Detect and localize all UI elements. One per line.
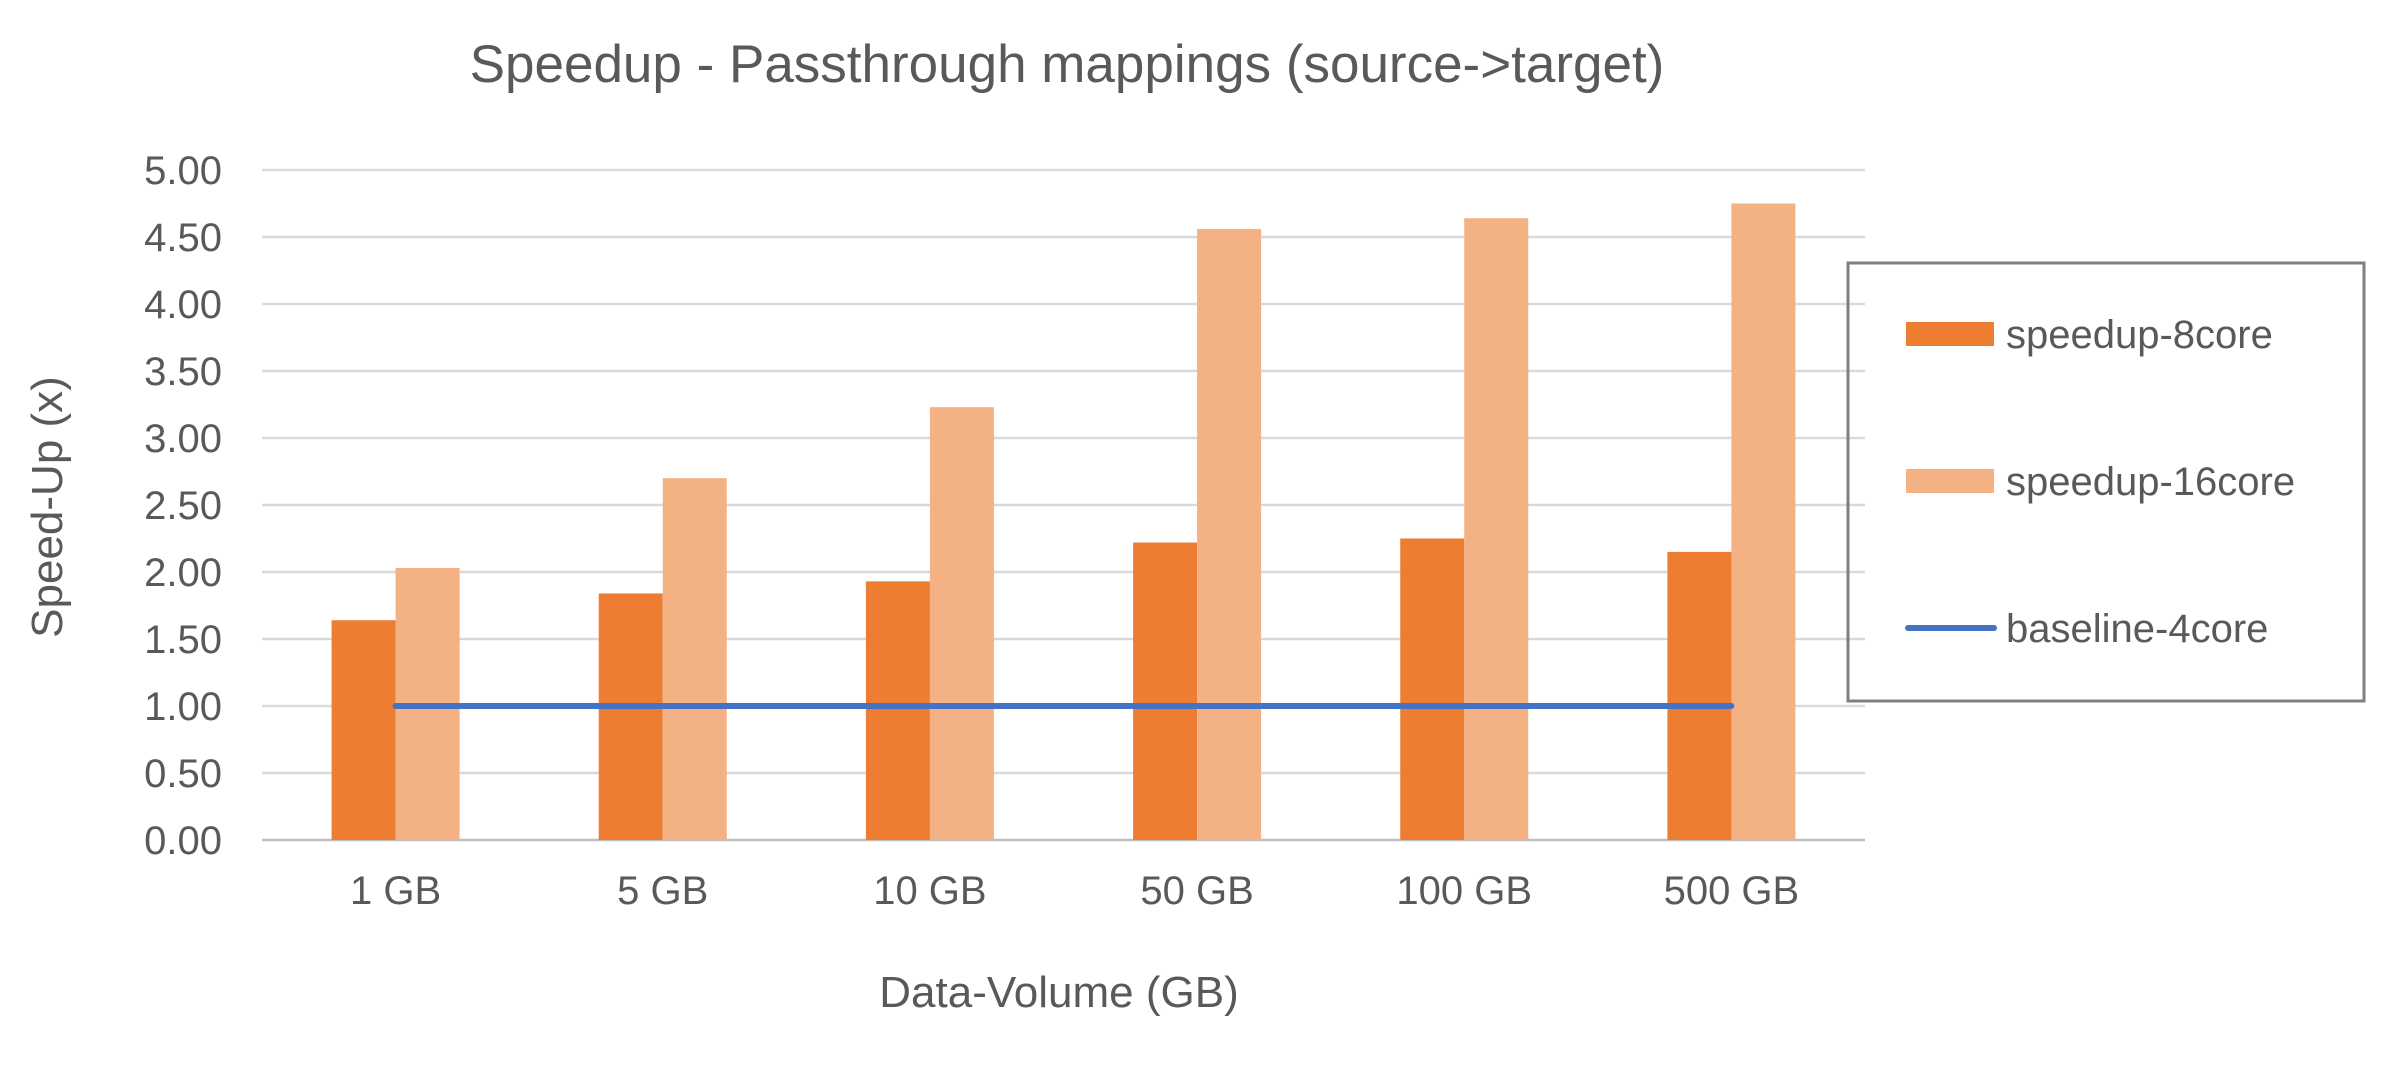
y-tick-label: 3.00 [144, 417, 222, 461]
x-axis-title: Data-Volume (GB) [879, 968, 1238, 1017]
legend-swatch-speedup-8core [1906, 322, 1994, 346]
y-tick-label: 0.00 [144, 819, 222, 863]
legend-label: speedup-8core [2006, 313, 2273, 357]
y-tick-label: 5.00 [144, 149, 222, 193]
bar-speedup-16core [1464, 218, 1529, 841]
legend-swatch-speedup-16core [1906, 469, 1994, 493]
chart-title: Speedup - Passthrough mappings (source->… [470, 35, 1665, 94]
legend-label: speedup-16core [2006, 460, 2295, 504]
bar-speedup-16core [1731, 203, 1796, 840]
y-tick-label: 0.50 [144, 752, 222, 796]
x-tick-label: 100 GB [1396, 869, 1532, 913]
x-tick-label: 500 GB [1664, 869, 1800, 913]
y-axis-title: Speed-Up (x) [23, 376, 72, 638]
y-tick-label: 1.00 [144, 685, 222, 729]
y-tick-label: 2.00 [144, 551, 222, 595]
legend: speedup-8core speedup-16core baseline-4cor… [1846, 261, 2366, 703]
bar-speedup-8core [1667, 551, 1732, 840]
x-axis-ticks: 1 GB 5 GB 10 GB 50 GB 100 GB 500 GB [350, 869, 1799, 913]
bar-speedup-8core [331, 620, 396, 840]
bar-speedup-16core [662, 478, 727, 840]
bar-speedup-8core [865, 581, 930, 840]
x-tick-label: 50 GB [1140, 869, 1253, 913]
bar-speedup-16core [929, 407, 994, 840]
bar-speedup-16core [1197, 228, 1262, 840]
bars [331, 203, 1796, 841]
bar-speedup-8core [1400, 538, 1465, 840]
bar-speedup-8core [598, 593, 663, 840]
legend-box [1846, 261, 2366, 703]
legend-label: baseline-4core [2006, 607, 2268, 651]
y-tick-label: 2.50 [144, 484, 222, 528]
bar-speedup-8core [1133, 542, 1198, 840]
y-tick-label: 4.00 [144, 283, 222, 327]
y-axis-ticks: 0.00 0.50 1.00 1.50 2.00 2.50 3.00 3.50 4.00 4.50… [144, 149, 222, 863]
x-tick-label: 5 GB [617, 869, 708, 913]
y-tick-label: 1.50 [144, 618, 222, 662]
x-tick-label: 10 GB [873, 869, 986, 913]
x-tick-label: 1 GB [350, 869, 441, 913]
y-tick-label: 4.50 [144, 216, 222, 260]
y-tick-label: 3.50 [144, 350, 222, 394]
